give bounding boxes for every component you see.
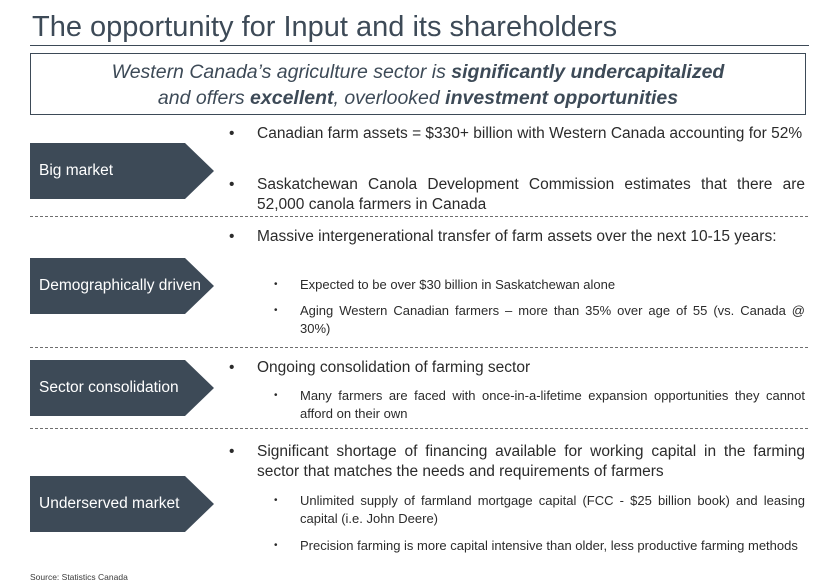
sub-bullet-item: Aging Western Canadian farmers – more th… (274, 302, 805, 337)
bullet-item: Significant shortage of financing availa… (229, 442, 805, 482)
sub-bullet-item: Many farmers are faced with once-in-a-li… (274, 387, 805, 422)
sub-bullet-item: Expected to be over $30 billion in Saska… (274, 276, 805, 294)
title-underline (30, 45, 809, 46)
section-divider (30, 216, 808, 217)
bullet-item: Ongoing consolidation of farming sector (229, 358, 805, 378)
section-label-text: Sector consolidation (39, 379, 179, 396)
bullet-item: Massive intergenerational transfer of fa… (229, 227, 805, 247)
page-title: The opportunity for Input and its shareh… (32, 11, 618, 43)
source-note: Source: Statistics Canada (30, 572, 128, 582)
section-label-underserved-market: Underserved market (30, 476, 214, 532)
bullet-item: Saskatchewan Canola Development Commissi… (229, 175, 805, 215)
key-message-callout: Western Canada’s agriculture sector is s… (30, 53, 806, 115)
callout-text: , overlooked (333, 87, 446, 109)
callout-emphasis: investment opportunities (445, 87, 679, 109)
section-label-text: Underserved market (39, 495, 180, 512)
callout-line-2: and offers excellent, overlooked investm… (31, 85, 805, 111)
section-label-big-market: Big market (30, 143, 214, 199)
sub-bullet-item: Unlimited supply of farmland mortgage ca… (274, 492, 805, 527)
callout-text: and offers (157, 87, 251, 109)
section-label-text: Demographically driven (39, 277, 201, 294)
callout-text: Western Canada’s agriculture sector is (111, 61, 452, 83)
section-label-text: Big market (39, 162, 114, 179)
section-divider (30, 428, 808, 429)
bullet-item: Canadian farm assets = $330+ billion wit… (229, 124, 805, 144)
sub-bullet-item: Precision farming is more capital intens… (274, 537, 805, 555)
callout-line-1: Western Canada’s agriculture sector is s… (31, 59, 805, 85)
callout-emphasis: excellent (250, 87, 334, 109)
section-label-demographically-driven: Demographically driven (30, 258, 214, 314)
section-label-sector-consolidation: Sector consolidation (30, 360, 214, 416)
callout-emphasis: significantly undercapitalized (451, 61, 725, 83)
section-divider (30, 347, 808, 348)
